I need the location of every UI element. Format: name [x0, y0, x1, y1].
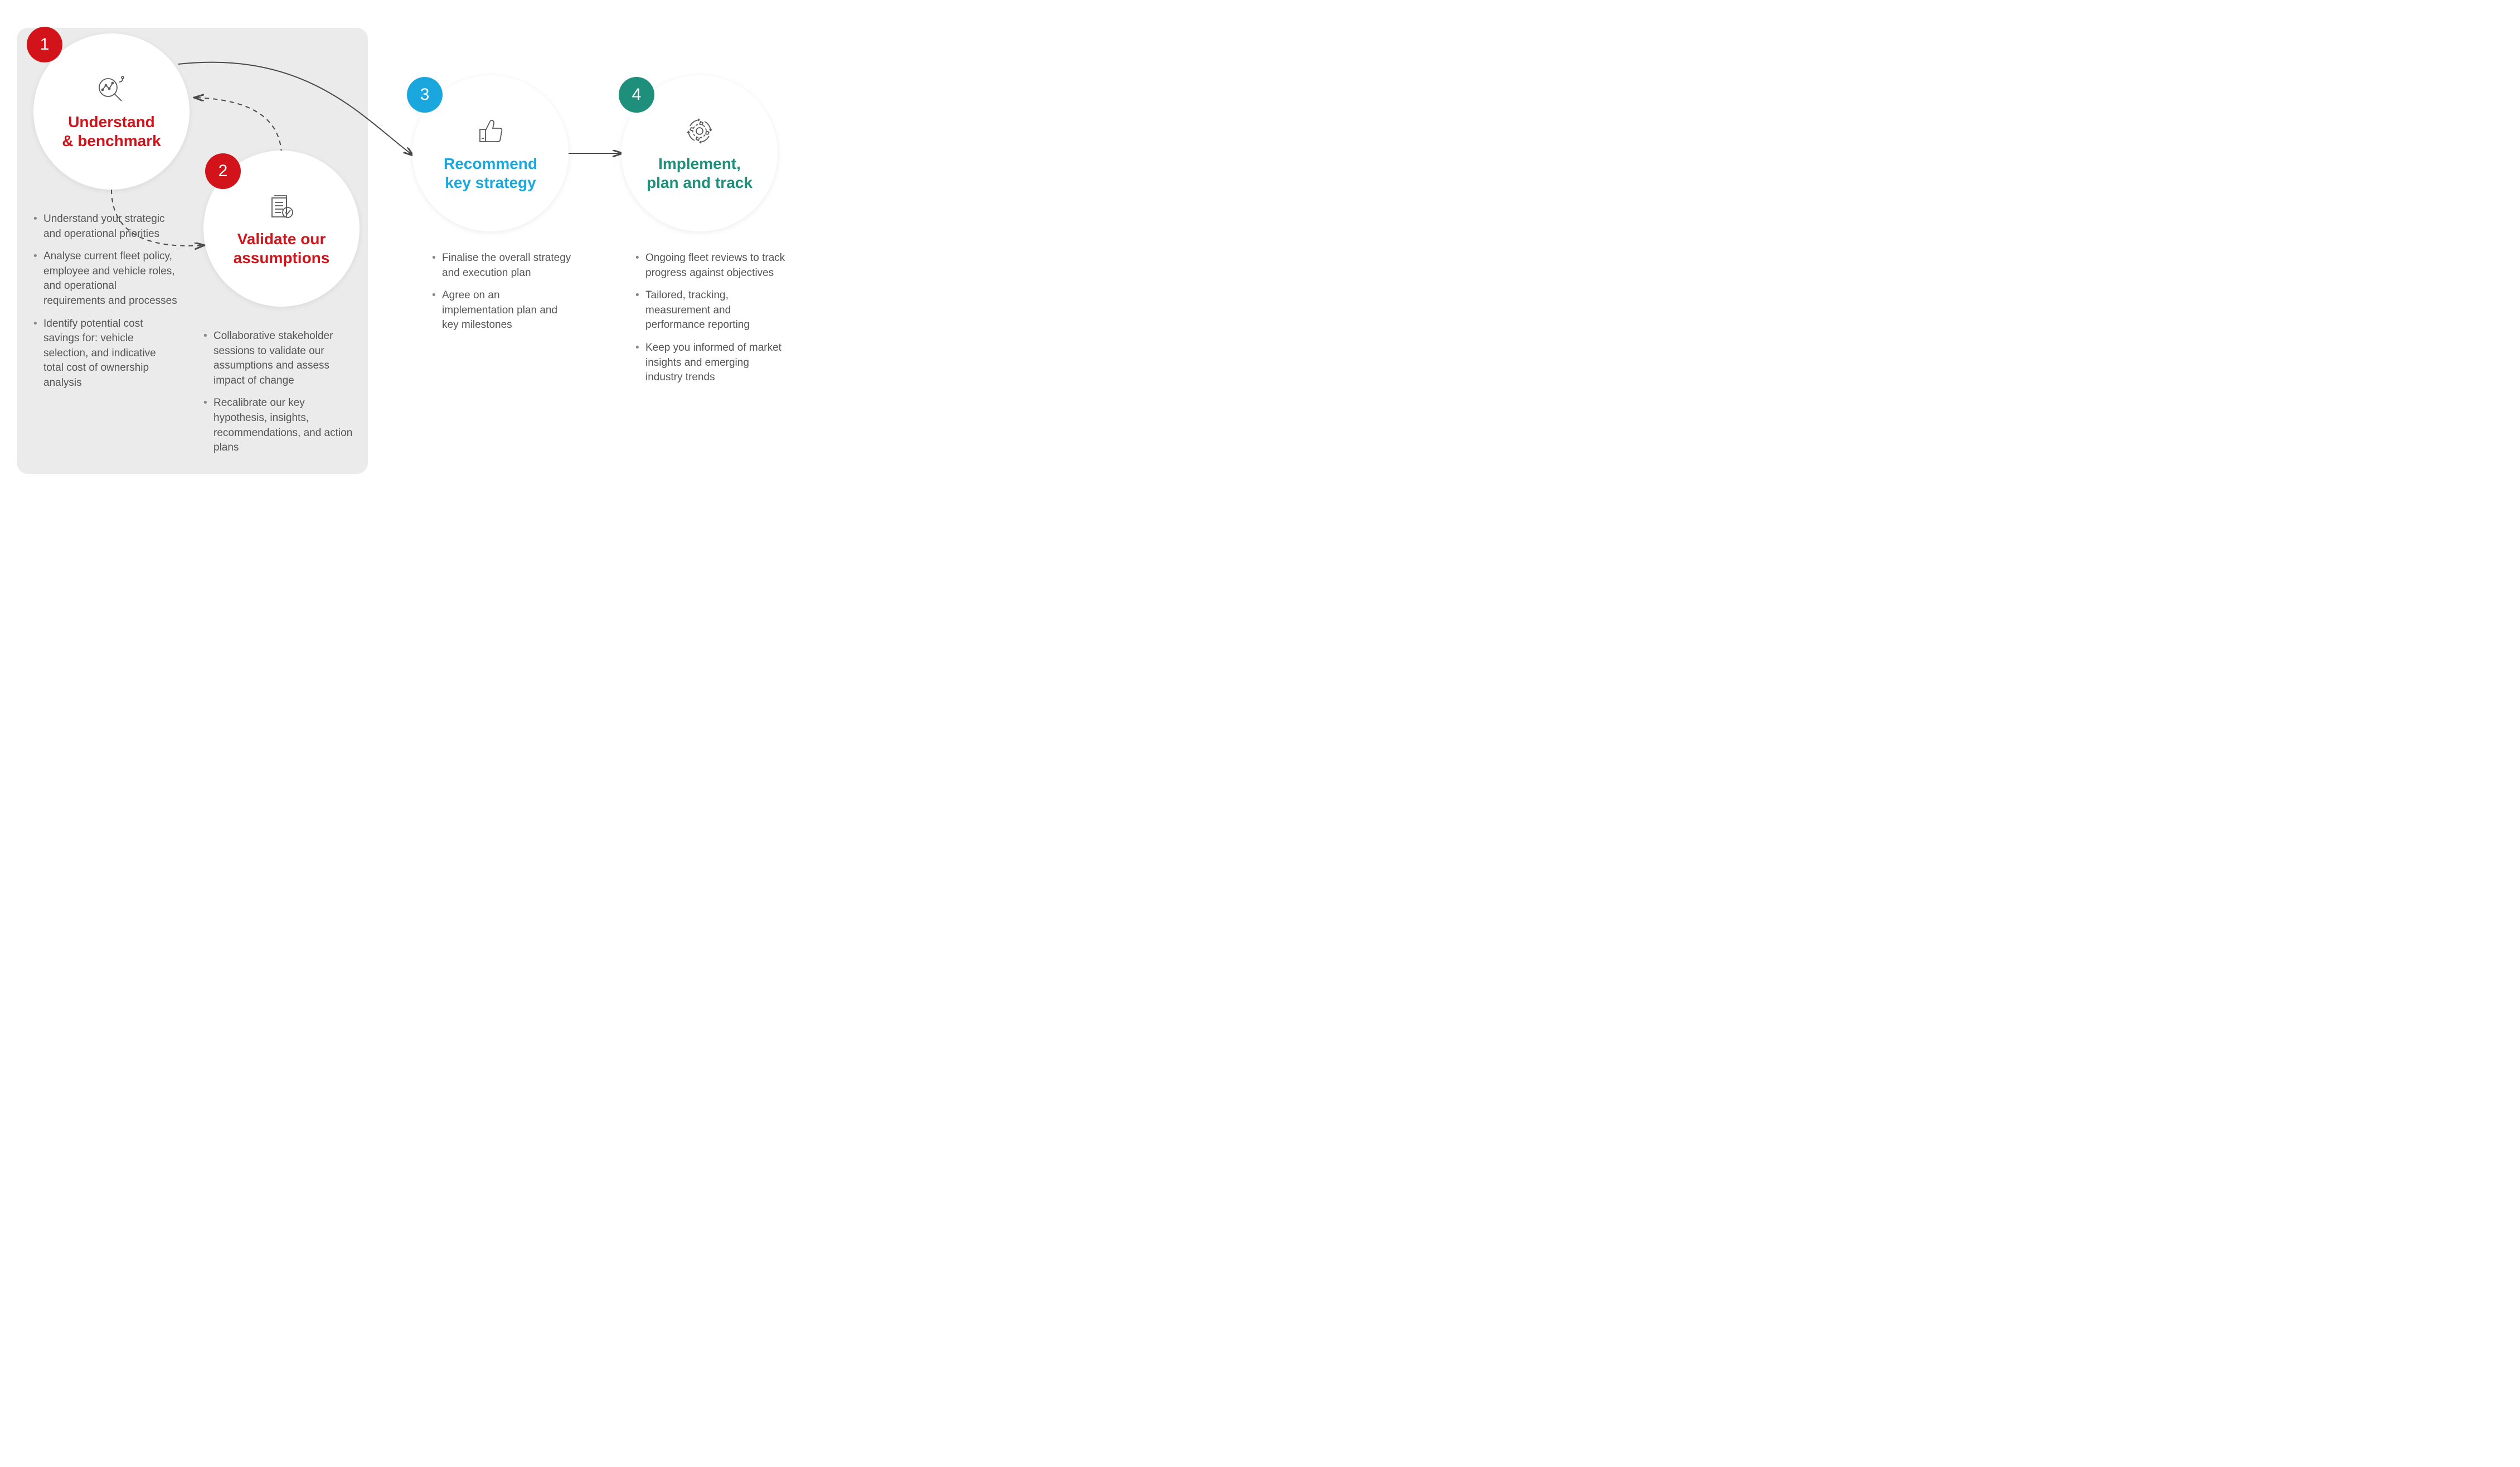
bullet-item: Finalise the overall strategy and execut… [432, 251, 571, 280]
bullet-item: Understand your strategic and operationa… [33, 212, 178, 241]
step-4-bullets: Ongoing fleet reviews to track progress … [635, 251, 786, 393]
bullet-item: Agree on an implementation plan and key … [432, 288, 571, 333]
title-line-2: plan and track [647, 174, 752, 191]
bullet-item: Analyse current fleet policy, employee a… [33, 249, 178, 308]
bullet-item: Collaborative stakeholder sessions to va… [203, 329, 354, 388]
bullet-item: Keep you informed of market insights and… [635, 341, 786, 385]
badge-number: 2 [219, 162, 228, 181]
title-line-1: Implement, [658, 155, 741, 172]
badge-number: 3 [420, 85, 430, 104]
badge-number: 1 [40, 35, 50, 54]
thumbs-up-icon [475, 114, 506, 148]
step-badge-3: 3 [407, 77, 443, 113]
step-badge-2: 2 [205, 153, 241, 189]
gear-cycle-icon [683, 114, 716, 148]
document-check-icon [266, 190, 297, 223]
title-line-2: assumptions [234, 249, 330, 267]
step-1-bullets: Understand your strategic and operationa… [33, 212, 178, 399]
bullet-item: Ongoing fleet reviews to track progress … [635, 251, 786, 280]
step-title: Validate our assumptions [234, 230, 330, 267]
title-line-1: Validate our [237, 230, 326, 248]
bullet-item: Recalibrate our key hypothesis, insights… [203, 396, 354, 455]
title-line-2: & benchmark [62, 132, 161, 149]
title-line-1: Understand [68, 113, 155, 130]
bullet-item: Tailored, tracking, measurement and perf… [635, 288, 786, 333]
step-3-bullets: Finalise the overall strategy and execut… [432, 251, 571, 341]
magnifier-chart-icon [95, 72, 128, 106]
title-line-1: Recommend [444, 155, 537, 172]
bullet-item: Identify potential cost savings for: veh… [33, 317, 178, 391]
process-diagram: Understand & benchmark 1 Validate our as… [17, 17, 797, 474]
title-line-2: key strategy [445, 174, 536, 191]
step-title: Implement, plan and track [647, 154, 752, 192]
badge-number: 4 [632, 85, 642, 104]
step-badge-1: 1 [27, 27, 62, 62]
step-title: Understand & benchmark [62, 113, 161, 150]
step-badge-4: 4 [619, 77, 654, 113]
step-title: Recommend key strategy [444, 154, 537, 192]
step-2-bullets: Collaborative stakeholder sessions to va… [203, 329, 354, 463]
